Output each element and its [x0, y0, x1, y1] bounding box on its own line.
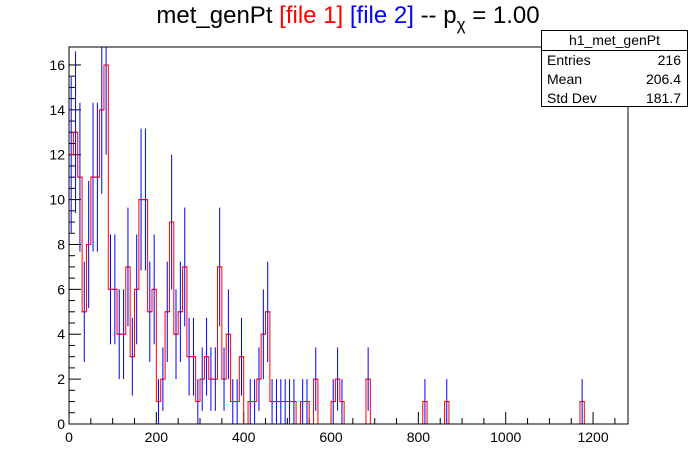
chart-title: met_genPt [file 1] [file 2] -- pχ = 1.00: [0, 2, 696, 34]
stats-row-stddev: Std Dev 181.7: [542, 89, 687, 108]
y-tick-label: 4: [57, 326, 65, 342]
file2-bin-marker: [99, 47, 104, 194]
stats-label: Std Dev: [547, 90, 597, 106]
axis-tick-labels: 0 2 4 6 8 10 12 14 16 0 200 400 600 800 1000 1200: [49, 57, 608, 445]
x-tick-label: 1000: [490, 429, 521, 445]
x-tick-label: 400: [232, 429, 256, 445]
file2-series: [69, 47, 585, 424]
stats-row-mean: Mean 206.4: [542, 70, 687, 89]
axis-ticks: [68, 64, 616, 425]
stats-value: 181.7: [645, 90, 681, 106]
title-equals: =: [472, 2, 487, 29]
title-file1-label: [file 1]: [279, 2, 344, 29]
title-file2-label: [file 2]: [349, 2, 414, 29]
file1-series: [68, 64, 585, 425]
y-tick-label: 8: [57, 236, 65, 252]
stats-box: h1_met_genPt Entries 216 Mean 206.4 Std …: [541, 30, 688, 107]
stats-title: h1_met_genPt: [542, 31, 687, 51]
stats-value: 206.4: [645, 71, 681, 87]
y-tick-label: 6: [57, 281, 65, 297]
x-tick-label: 800: [407, 429, 431, 445]
stats-row-entries: Entries 216: [542, 51, 687, 70]
y-tick-label: 14: [49, 102, 65, 118]
x-tick-label: 1200: [577, 429, 608, 445]
x-tick-label: 600: [319, 429, 343, 445]
x-tick-label: 200: [145, 429, 169, 445]
plot-frame: [68, 46, 629, 425]
title-p-value: 1.00: [492, 2, 540, 29]
title-p-symbol: p: [443, 2, 457, 29]
title-p-subscript: χ: [456, 15, 466, 34]
title-name: met_genPt: [156, 2, 273, 29]
x-tick-label: 0: [65, 429, 73, 445]
y-tick-label: 0: [57, 416, 65, 432]
stats-label: Entries: [547, 52, 591, 68]
y-tick-label: 12: [49, 147, 65, 163]
stats-label: Mean: [547, 71, 583, 87]
title-separator: --: [420, 2, 437, 29]
file1-step-line: [68, 64, 585, 425]
y-tick-label: 16: [49, 57, 65, 73]
y-tick-label: 10: [49, 192, 65, 208]
y-tick-label: 2: [57, 371, 65, 387]
stats-value: 216: [657, 52, 681, 68]
file2-bin-marker: [103, 47, 109, 155]
